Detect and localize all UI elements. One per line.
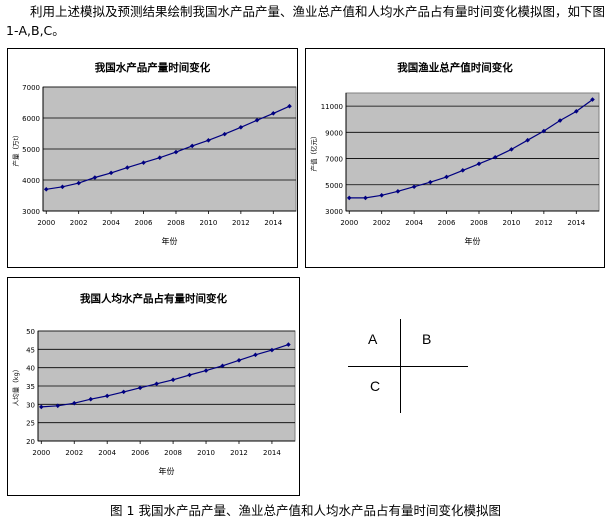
data-point [222,131,227,137]
series-line [46,105,290,190]
data-point [104,393,110,399]
data-point [43,187,49,192]
data-point [71,400,77,406]
chart-b-fishery-output-value: 我国渔业总产值时间变化 3000 5000 7000 9000 11000 2000 2002… [309,61,600,246]
y-tick-label: 20 [26,438,35,446]
x-tick-label: 2004 [98,449,116,457]
y-tick-label: 25 [26,420,35,428]
y-tick-label: 3000 [325,208,343,216]
quadrant-label-c: C [370,378,381,394]
chart-title: 我国人均水产品占有量时间变化 [80,292,227,305]
chart-a-production: 我国水产品产量时间变化 3000 4000 5000 6000 7000 2000 2002 2… [11,61,297,246]
y-tick-label: 9000 [325,129,343,137]
y-tick-label: 5000 [22,146,40,154]
data-point [187,372,192,378]
data-point [573,109,579,114]
chart-title: 我国渔业总产值时间变化 [397,61,513,74]
y-tick-label: 50 [26,328,35,336]
data-point [108,170,114,176]
x-tick-label: 2008 [470,219,488,227]
x-tick-label: 2006 [131,449,149,457]
intro-paragraph: 利用上述模拟及预测结果绘制我国水产品产量、渔业总产值和人均水产品占有量时间变化模… [6,4,606,38]
quadrant-diagram: A B C [340,315,470,415]
y-tick-label: 5000 [325,182,343,190]
y-tick-label: 6000 [22,115,40,123]
x-axis-label: 年份 [159,466,175,476]
data-point [76,180,81,186]
x-tick-label: 2010 [200,219,218,227]
y-tick-label: 3000 [22,208,40,216]
data-point [60,184,65,190]
y-tick-label: 7000 [325,156,343,164]
x-tick-label: 2000 [340,219,358,227]
x-tick-label: 2014 [263,449,281,457]
x-tick-label: 2004 [102,219,120,227]
y-axis-label: 人均量（kg） [11,366,20,406]
data-point [270,111,276,116]
x-tick-label: 2014 [567,219,585,227]
x-tick-label: 2002 [373,219,391,227]
data-point [541,128,547,134]
data-point [170,377,176,383]
quadrant-label-b: B [422,331,432,347]
data-point [444,174,449,180]
quadrant-label-a: A [368,331,378,347]
data-point [189,143,195,149]
x-tick-label: 2006 [135,219,153,227]
series-line [349,99,593,199]
y-tick-label: 40 [26,365,35,373]
data-point [38,404,44,410]
chart-c-frame: 我国人均水产品占有量时间变化 20 25 30 35 40 45 50 2000 2002 2004… [7,277,300,496]
y-tick-label: 7000 [22,84,40,92]
y-tick-label: 45 [26,346,35,354]
data-point [411,184,417,190]
data-point [287,103,292,109]
x-tick-label: 2002 [65,449,83,457]
y-axis-label: 产值（亿元） [309,133,318,172]
y-tick-label: 35 [26,383,35,391]
x-tick-label: 2012 [230,449,248,457]
x-tick-label: 2000 [32,449,50,457]
data-point [557,118,563,123]
x-axis-label: 年份 [465,236,481,246]
x-tick-label: 2010 [503,219,521,227]
data-point [141,160,146,165]
y-tick-label: 30 [26,401,35,409]
x-tick-label: 2008 [167,219,185,227]
x-tick-label: 2004 [405,219,423,227]
data-point [346,195,352,201]
figure-caption: 图 1 我国水产品产量、渔业总产值和人均水产品占有量时间变化模拟图 [110,503,501,518]
x-tick-label: 2008 [164,449,182,457]
plot-area [345,92,600,212]
x-axis-label: 年份 [162,236,178,246]
x-tick-label: 2014 [264,219,282,227]
x-tick-label: 2000 [37,219,55,227]
data-point [121,389,126,395]
chart-title: 我国水产品产量时间变化 [95,61,211,74]
x-tick-label: 2006 [438,219,456,227]
chart-b-frame: 我国渔业总产值时间变化 3000 5000 7000 9000 11000 2000 2002… [305,48,605,268]
data-point [525,137,530,143]
chart-c-per-capita: 我国人均水产品占有量时间变化 20 25 30 35 40 45 50 2000 2002 2004… [11,292,296,476]
data-point [509,147,514,152]
series-line [41,344,289,408]
data-point [492,154,498,160]
y-axis-label: 产量（万t） [11,131,20,166]
y-tick-label: 11000 [321,103,343,111]
y-tick-label: 4000 [22,177,40,185]
data-point [460,168,466,173]
x-tick-label: 2002 [70,219,88,227]
data-point [254,117,260,123]
x-tick-label: 2012 [232,219,250,227]
x-tick-label: 2010 [197,449,215,457]
data-point [173,149,179,155]
data-point [590,97,595,102]
x-tick-label: 2012 [535,219,553,227]
quadrant-horizontal-line [348,366,468,367]
chart-a-frame: 我国水产品产量时间变化 3000 4000 5000 6000 7000 2000 2002 2… [7,48,298,268]
